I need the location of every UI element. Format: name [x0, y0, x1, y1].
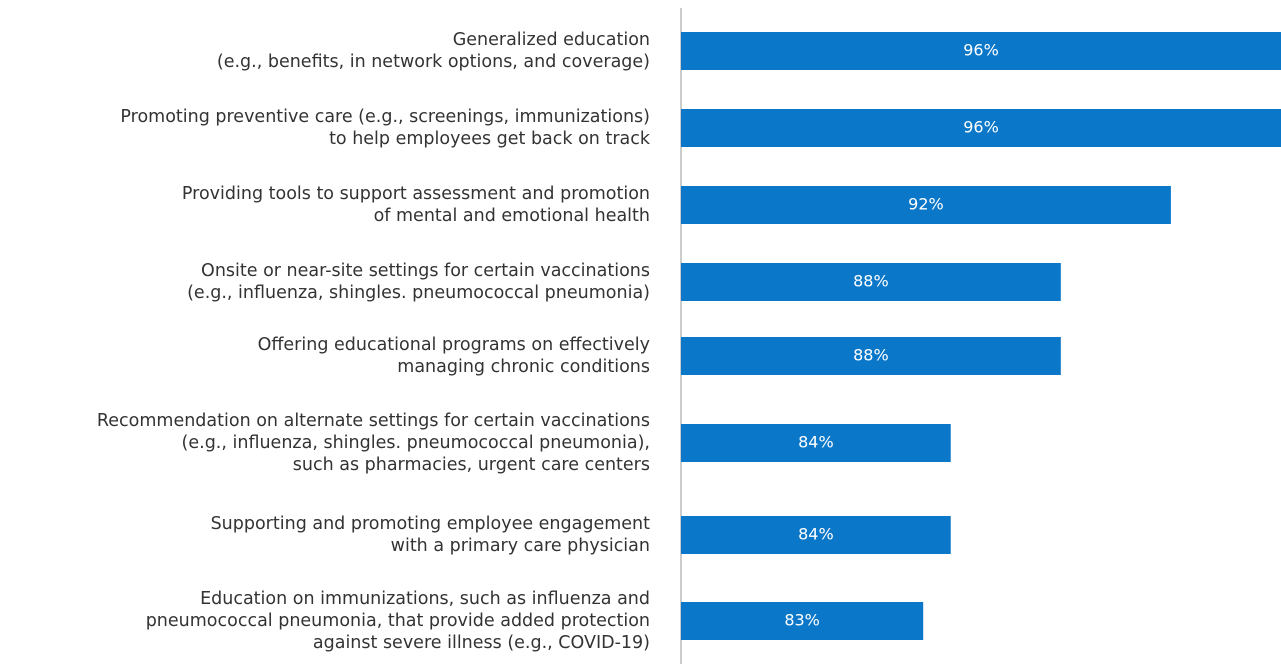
category-label: Recommendation on alternate settings for… [96, 411, 650, 475]
bar [681, 109, 1281, 147]
value-label: 84% [798, 525, 834, 544]
value-label: 96% [963, 41, 999, 60]
category-label: Education on immunizations, such as infl… [145, 589, 650, 653]
category-label: Onsite or near-site settings for certain… [187, 261, 650, 303]
value-label: 92% [908, 195, 944, 214]
category-label: Generalized education (e.g., benefits, i… [216, 30, 650, 72]
bar [681, 337, 1061, 375]
value-label: 96% [963, 118, 999, 137]
category-label: Offering educational programs on effecti… [257, 335, 650, 377]
value-label: 88% [853, 272, 889, 291]
value-label: 84% [798, 433, 834, 452]
category-label: Providing tools to support assessment an… [181, 184, 650, 226]
bar [681, 424, 951, 462]
bar [681, 32, 1281, 70]
bar [681, 263, 1061, 301]
bar [681, 516, 951, 554]
bar [681, 186, 1171, 224]
value-label: 83% [784, 611, 820, 630]
bar [681, 602, 924, 640]
category-label: Supporting and promoting employee engage… [210, 514, 650, 556]
category-label: Promoting preventive care (e.g., screeni… [120, 107, 650, 149]
value-label: 88% [853, 346, 889, 365]
